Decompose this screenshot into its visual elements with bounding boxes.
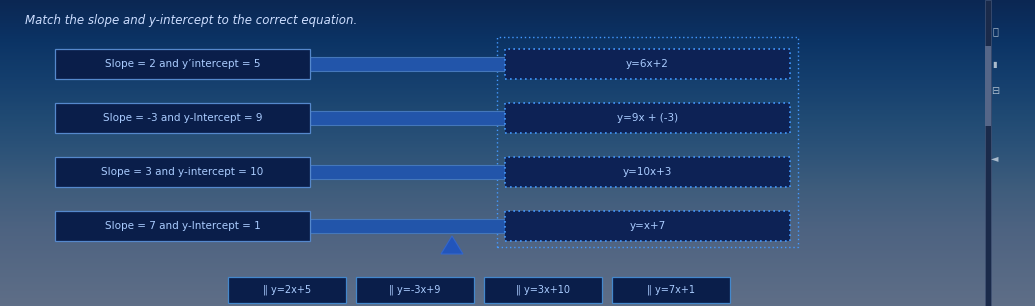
FancyBboxPatch shape xyxy=(505,157,790,187)
Text: Slope = -3 and y-Intercept = 9: Slope = -3 and y-Intercept = 9 xyxy=(102,113,262,123)
Text: ‖ y=3x+10: ‖ y=3x+10 xyxy=(516,285,570,295)
FancyBboxPatch shape xyxy=(505,103,790,133)
Text: ‖ y=7x+1: ‖ y=7x+1 xyxy=(647,285,694,295)
Bar xyxy=(985,0,990,306)
FancyBboxPatch shape xyxy=(55,49,310,79)
Text: ▮: ▮ xyxy=(993,59,998,69)
Text: y=9x + (-3): y=9x + (-3) xyxy=(617,113,678,123)
Text: Slope = 2 and y’intercept = 5: Slope = 2 and y’intercept = 5 xyxy=(105,59,260,69)
FancyBboxPatch shape xyxy=(612,277,730,303)
FancyBboxPatch shape xyxy=(55,157,310,187)
FancyBboxPatch shape xyxy=(310,111,505,125)
FancyBboxPatch shape xyxy=(55,211,310,241)
FancyBboxPatch shape xyxy=(484,277,602,303)
Text: Match the slope and y-intercept to the correct equation.: Match the slope and y-intercept to the c… xyxy=(25,14,357,27)
FancyBboxPatch shape xyxy=(228,277,346,303)
Text: ⊟: ⊟ xyxy=(990,86,999,96)
Text: ‖ y=2x+5: ‖ y=2x+5 xyxy=(263,285,312,295)
Bar xyxy=(985,46,990,126)
FancyBboxPatch shape xyxy=(310,219,505,233)
FancyBboxPatch shape xyxy=(356,277,474,303)
Text: y=x+7: y=x+7 xyxy=(629,221,666,231)
FancyBboxPatch shape xyxy=(310,57,505,71)
Text: y=6x+2: y=6x+2 xyxy=(626,59,669,69)
FancyBboxPatch shape xyxy=(505,211,790,241)
Text: ◄: ◄ xyxy=(992,153,999,163)
FancyBboxPatch shape xyxy=(55,103,310,133)
Text: Slope = 7 and y-Intercept = 1: Slope = 7 and y-Intercept = 1 xyxy=(105,221,261,231)
Text: Slope = 3 and y-intercept = 10: Slope = 3 and y-intercept = 10 xyxy=(101,167,264,177)
Text: ‖ y=-3x+9: ‖ y=-3x+9 xyxy=(389,285,441,295)
Text: ⓘ: ⓘ xyxy=(993,26,998,36)
Polygon shape xyxy=(441,236,463,254)
FancyBboxPatch shape xyxy=(310,165,505,179)
Text: y=10x+3: y=10x+3 xyxy=(623,167,672,177)
FancyBboxPatch shape xyxy=(505,49,790,79)
